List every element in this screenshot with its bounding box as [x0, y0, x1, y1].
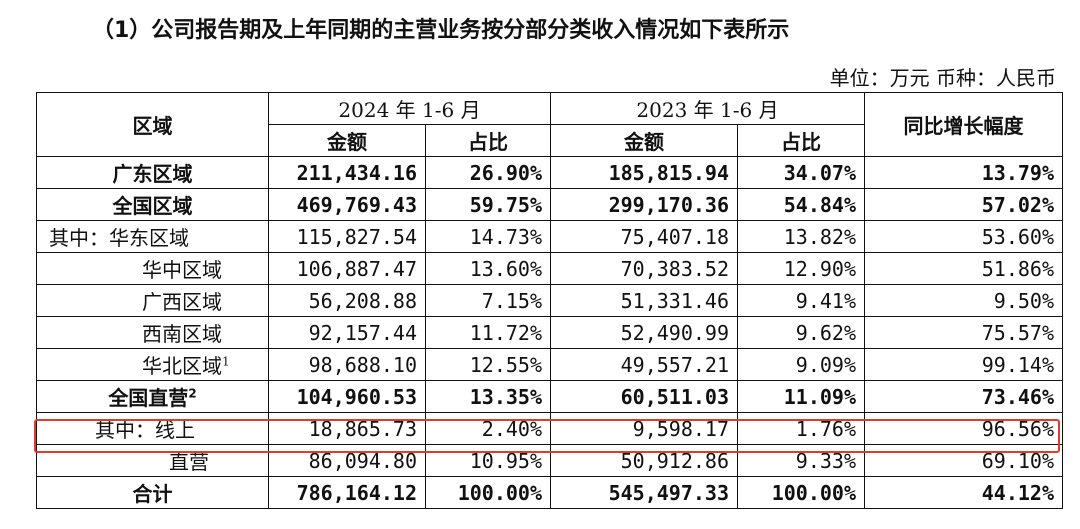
- region-cell: 广西区域: [36, 284, 269, 317]
- amount-2023-cell: 299,170.36: [550, 188, 738, 221]
- table-row: 西南区域 92,157.44 11.72% 52,490.99 9.62% 75…: [36, 316, 1063, 349]
- amount-2023-cell: 60,511.03: [550, 380, 738, 413]
- amount-2023-cell: 70,383.52: [550, 252, 738, 285]
- header-period-2024: 2024 年 1-6 月: [268, 92, 551, 125]
- amount-2023-cell: 9,598.17: [550, 412, 738, 445]
- growth-cell: 51.86%: [864, 252, 1063, 285]
- growth-cell: 73.46%: [864, 380, 1063, 413]
- header-share-2023: 占比: [737, 124, 865, 157]
- region-cell: 西南区域: [36, 316, 269, 349]
- amount-2024-cell: 18,865.73: [268, 412, 426, 445]
- region-cell: 合计: [36, 476, 269, 509]
- share-2024-cell: 11.72%: [425, 316, 551, 349]
- header-region: 区域: [36, 92, 269, 157]
- growth-cell: 53.60%: [864, 220, 1063, 253]
- table-row: 广西区域 56,208.88 7.15% 51,331.46 9.41% 9.5…: [36, 284, 1063, 317]
- growth-cell: 9.50%: [864, 284, 1063, 317]
- table-row: 广东区域 211,434.16 26.90% 185,815.94 34.07%…: [36, 156, 1063, 189]
- region-label: 华北区域: [142, 354, 222, 378]
- share-2024-cell: 14.73%: [425, 220, 551, 253]
- share-2023-cell: 9.41%: [737, 284, 865, 317]
- share-2023-cell: 9.62%: [737, 316, 865, 349]
- header-share-2024: 占比: [425, 124, 551, 157]
- amount-2024-cell: 86,094.80: [268, 444, 426, 477]
- share-2024-cell: 10.95%: [425, 444, 551, 477]
- share-2023-cell: 13.82%: [737, 220, 865, 253]
- growth-cell: 13.79%: [864, 156, 1063, 189]
- header-amount-2023: 金额: [550, 124, 738, 157]
- table-row: 其中：线上 18,865.73 2.40% 9,598.17 1.76% 96.…: [36, 412, 1063, 445]
- region-cell: 全国区域: [36, 188, 269, 221]
- amount-2024-cell: 106,887.47: [268, 252, 426, 285]
- amount-2024-cell: 786,164.12: [268, 476, 426, 509]
- share-2023-cell: 34.07%: [737, 156, 865, 189]
- region-cell: 华北区域1: [36, 348, 269, 381]
- share-2024-cell: 59.75%: [425, 188, 551, 221]
- amount-2023-cell: 52,490.99: [550, 316, 738, 349]
- growth-cell: 44.12%: [864, 476, 1063, 509]
- region-cell: 其中：线上: [36, 412, 269, 445]
- revenue-by-region-table: 区域 2024 年 1-6 月 2023 年 1-6 月 同比增长幅度 金额 占…: [36, 92, 1063, 509]
- growth-cell: 96.56%: [864, 412, 1063, 445]
- share-2023-cell: 1.76%: [737, 412, 865, 445]
- growth-cell: 69.10%: [864, 444, 1063, 477]
- table-row: 其中：华东区域 115,827.54 14.73% 75,407.18 13.8…: [36, 220, 1063, 253]
- amount-2023-cell: 50,912.86: [550, 444, 738, 477]
- share-2024-cell: 100.00%: [425, 476, 551, 509]
- region-cell: 广东区域: [36, 156, 269, 189]
- table-row: 全国区域 469,769.43 59.75% 299,170.36 54.84%…: [36, 188, 1063, 221]
- region-cell: 全国直营2: [36, 380, 269, 413]
- region-cell: 华中区域: [36, 252, 269, 285]
- amount-2024-cell: 115,827.54: [268, 220, 426, 253]
- growth-cell: 75.57%: [864, 316, 1063, 349]
- amount-2023-cell: 545,497.33: [550, 476, 738, 509]
- region-label: 全国直营: [108, 386, 189, 410]
- share-2024-cell: 13.35%: [425, 380, 551, 413]
- amount-2023-cell: 51,331.46: [550, 284, 738, 317]
- share-2024-cell: 2.40%: [425, 412, 551, 445]
- unit-note: 单位：万元 币种：人民币: [829, 66, 1056, 90]
- table-row: 全国直营2 104,960.53 13.35% 60,511.03 11.09%…: [36, 380, 1063, 413]
- growth-cell: 99.14%: [864, 348, 1063, 381]
- region-cell: 其中：华东区域: [36, 220, 269, 253]
- table-row: 直营 86,094.80 10.95% 50,912.86 9.33% 69.1…: [36, 444, 1063, 477]
- amount-2024-cell: 98,688.10: [268, 348, 426, 381]
- table-row: 华中区域 106,887.47 13.60% 70,383.52 12.90% …: [36, 252, 1063, 285]
- amount-2023-cell: 185,815.94: [550, 156, 738, 189]
- amount-2024-cell: 211,434.16: [268, 156, 426, 189]
- table-row: 华北区域1 98,688.10 12.55% 49,557.21 9.09% 9…: [36, 348, 1063, 381]
- share-2024-cell: 26.90%: [425, 156, 551, 189]
- region-cell: 直营: [36, 444, 269, 477]
- share-2023-cell: 12.90%: [737, 252, 865, 285]
- table-row: 合计 786,164.12 100.00% 545,497.33 100.00%…: [36, 476, 1063, 509]
- document-heading: （1）公司报告期及上年同期的主营业务按分部分类收入情况如下表所示: [92, 18, 790, 43]
- growth-cell: 57.02%: [864, 188, 1063, 221]
- amount-2023-cell: 49,557.21: [550, 348, 738, 381]
- footnote-marker: 1: [222, 354, 230, 369]
- amount-2024-cell: 92,157.44: [268, 316, 426, 349]
- header-period-2023: 2023 年 1-6 月: [550, 92, 865, 125]
- share-2023-cell: 9.33%: [737, 444, 865, 477]
- share-2024-cell: 7.15%: [425, 284, 551, 317]
- share-2024-cell: 13.60%: [425, 252, 551, 285]
- footnote-marker: 2: [188, 386, 197, 401]
- share-2023-cell: 9.09%: [737, 348, 865, 381]
- amount-2024-cell: 56,208.88: [268, 284, 426, 317]
- amount-2024-cell: 469,769.43: [268, 188, 426, 221]
- header-amount-2024: 金额: [268, 124, 426, 157]
- share-2023-cell: 100.00%: [737, 476, 865, 509]
- amount-2024-cell: 104,960.53: [268, 380, 426, 413]
- amount-2023-cell: 75,407.18: [550, 220, 738, 253]
- header-growth: 同比增长幅度: [864, 92, 1063, 157]
- share-2023-cell: 54.84%: [737, 188, 865, 221]
- share-2024-cell: 12.55%: [425, 348, 551, 381]
- share-2023-cell: 11.09%: [737, 380, 865, 413]
